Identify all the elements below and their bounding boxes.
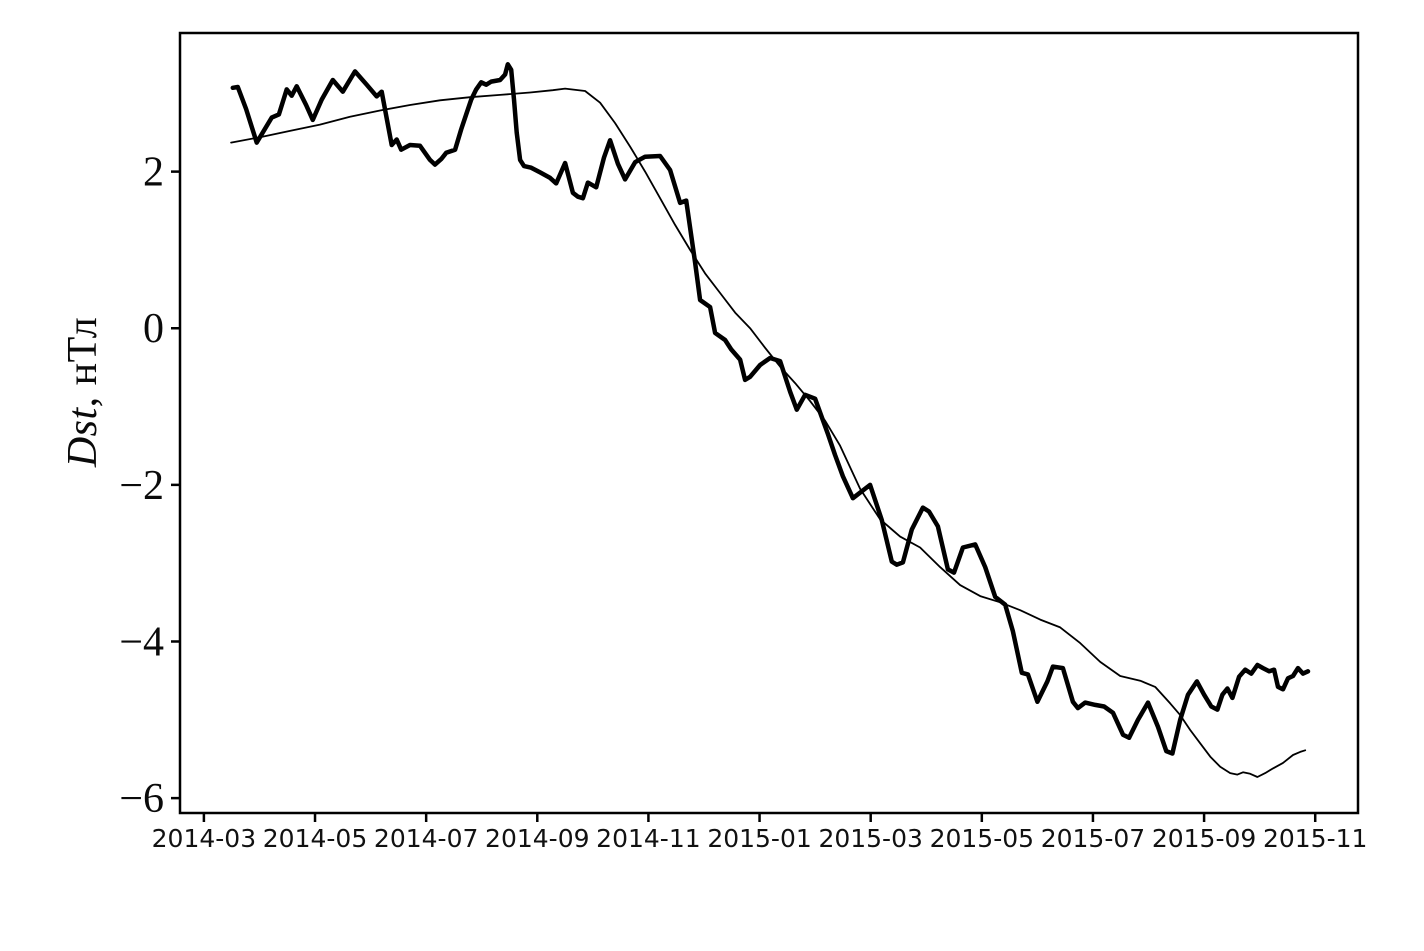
y-tick-label: −6 — [119, 776, 164, 822]
series-lines — [230, 62, 1311, 778]
dst-thick-jagged-line — [230, 62, 1311, 756]
x-tick-label: 2015-07 — [1041, 824, 1145, 853]
y-tick-label: 0 — [143, 306, 164, 352]
y-axis-ticks: 2 0 −2 −4 −6 — [119, 150, 180, 822]
y-axis-label-units: , нТл — [60, 316, 106, 408]
dst-thin-smooth-trend-line — [230, 87, 1307, 778]
x-tick-label: 2015-11 — [1263, 824, 1367, 853]
x-tick-label: 2014-05 — [263, 824, 367, 853]
x-tick-label: 2015-01 — [707, 824, 811, 853]
x-tick-label: 2014-07 — [374, 824, 478, 853]
x-tick-label: 2014-09 — [485, 824, 589, 853]
x-tick-label: 2014-11 — [596, 824, 700, 853]
y-tick-label: 2 — [143, 150, 164, 196]
x-tick-label: 2014-03 — [152, 824, 256, 853]
y-axis-label: Dst, нТл — [59, 317, 107, 467]
plot-border — [178, 31, 1360, 815]
x-tick-label: 2015-03 — [818, 824, 922, 853]
x-axis-ticks: 2014-03 2014-05 2014-07 2014-09 2014-11 2015-… — [152, 813, 1367, 853]
x-tick-label: 2015-05 — [930, 824, 1034, 853]
x-tick-label: 2015-09 — [1152, 824, 1256, 853]
y-tick-label: −4 — [119, 619, 164, 665]
y-axis-label-symbol: Dst — [60, 407, 106, 468]
y-tick-label: −2 — [119, 463, 164, 509]
